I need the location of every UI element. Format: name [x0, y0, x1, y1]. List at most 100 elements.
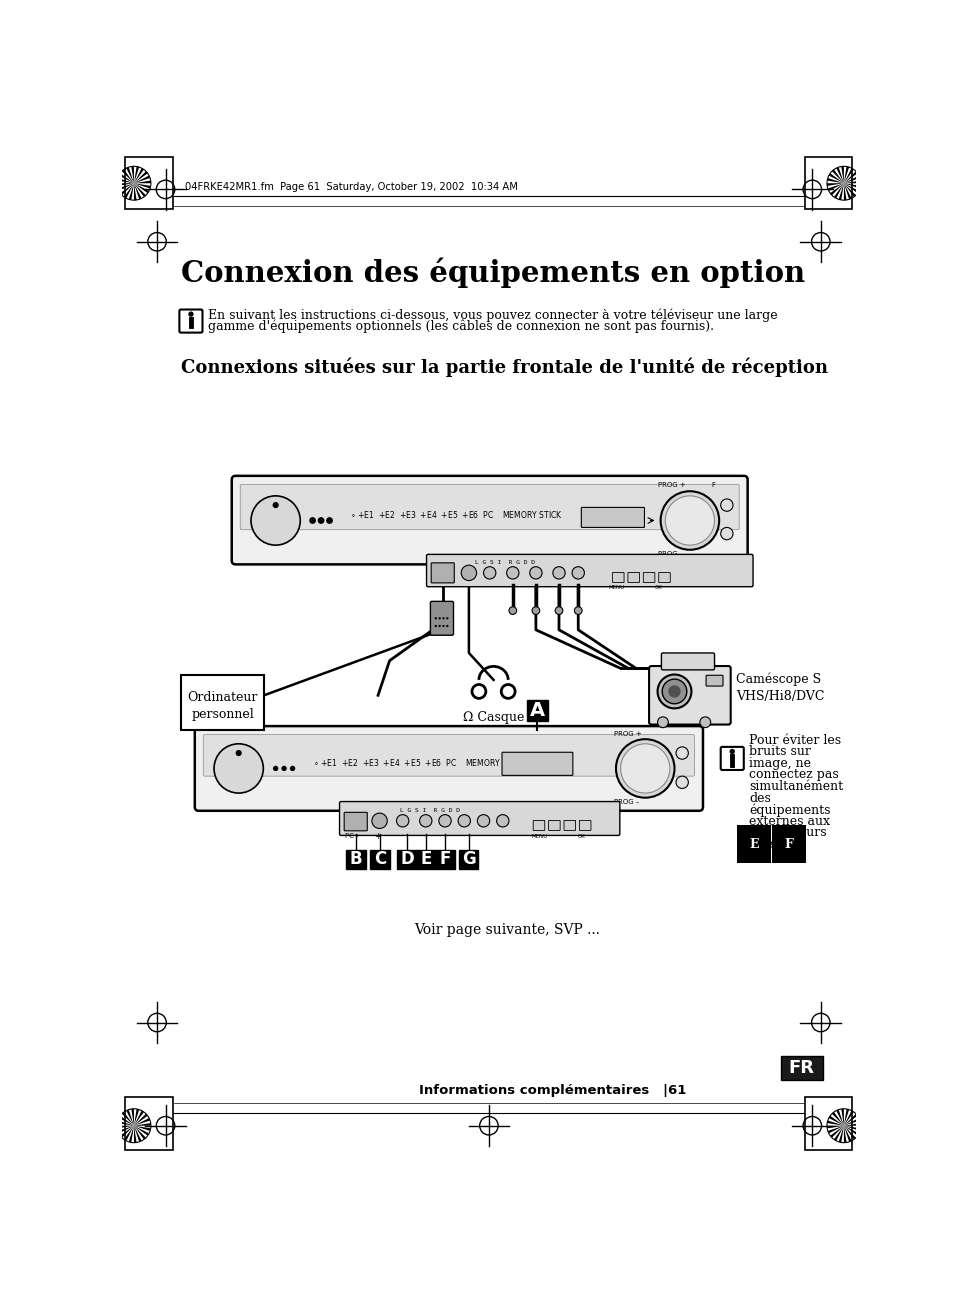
Circle shape: [620, 744, 669, 793]
Wedge shape: [843, 1126, 845, 1143]
Wedge shape: [133, 183, 151, 188]
FancyBboxPatch shape: [458, 850, 477, 870]
Wedge shape: [828, 1116, 843, 1126]
Wedge shape: [843, 180, 860, 183]
Text: Pour éviter les: Pour éviter les: [748, 734, 841, 746]
Circle shape: [273, 766, 278, 771]
Wedge shape: [133, 166, 139, 183]
Circle shape: [508, 607, 517, 614]
FancyBboxPatch shape: [612, 573, 623, 582]
Circle shape: [460, 565, 476, 581]
FancyBboxPatch shape: [563, 820, 575, 831]
Text: En suivant les instructions ci-dessous, vous pouvez connecter à votre téléviseur: En suivant les instructions ci-dessous, …: [208, 308, 777, 323]
Circle shape: [574, 607, 581, 614]
Wedge shape: [119, 174, 133, 183]
Circle shape: [273, 502, 278, 508]
Wedge shape: [133, 171, 148, 183]
Circle shape: [442, 617, 444, 619]
FancyBboxPatch shape: [431, 562, 454, 583]
Wedge shape: [117, 1121, 133, 1126]
Wedge shape: [843, 166, 848, 183]
Wedge shape: [133, 175, 150, 183]
Text: PC ←: PC ←: [345, 833, 361, 840]
FancyBboxPatch shape: [232, 476, 747, 564]
Circle shape: [438, 625, 440, 627]
Wedge shape: [827, 1126, 843, 1134]
Circle shape: [572, 566, 584, 579]
Wedge shape: [836, 167, 843, 183]
Wedge shape: [133, 168, 144, 183]
Text: connectez pas: connectez pas: [748, 769, 838, 781]
Text: image, ne: image, ne: [748, 757, 810, 770]
Text: MENU: MENU: [531, 833, 547, 839]
Circle shape: [419, 815, 432, 827]
Text: Informations complémentaires   |61: Informations complémentaires |61: [418, 1083, 686, 1096]
Text: Ordinateur
personnel: Ordinateur personnel: [187, 692, 257, 722]
Circle shape: [506, 566, 518, 579]
FancyBboxPatch shape: [501, 752, 572, 775]
Circle shape: [251, 496, 300, 546]
Wedge shape: [133, 1109, 139, 1126]
FancyBboxPatch shape: [181, 674, 264, 730]
Wedge shape: [843, 183, 860, 188]
Wedge shape: [133, 183, 149, 193]
FancyBboxPatch shape: [658, 573, 670, 582]
FancyBboxPatch shape: [780, 1056, 822, 1081]
FancyBboxPatch shape: [720, 746, 743, 770]
Circle shape: [661, 679, 686, 704]
Circle shape: [616, 739, 674, 798]
Text: 04FRKE42MR1.fm  Page 61  Saturday, October 19, 2002  10:34 AM: 04FRKE42MR1.fm Page 61 Saturday, October…: [185, 183, 517, 192]
Circle shape: [281, 766, 287, 771]
Wedge shape: [841, 1109, 843, 1126]
Text: simultanément: simultanément: [748, 780, 842, 793]
Wedge shape: [843, 1126, 855, 1139]
Wedge shape: [843, 1113, 857, 1126]
Text: B: B: [350, 850, 362, 868]
Text: PROG –: PROG –: [614, 798, 639, 805]
Text: Connexions situées sur la partie frontale de l'unité de réception: Connexions situées sur la partie frontal…: [181, 358, 827, 377]
Circle shape: [372, 813, 387, 828]
Text: MENU: MENU: [608, 584, 624, 590]
Text: F: F: [783, 837, 793, 850]
Wedge shape: [129, 1126, 133, 1143]
Circle shape: [720, 527, 732, 539]
Wedge shape: [843, 175, 859, 183]
Text: des: des: [748, 792, 770, 805]
Circle shape: [290, 766, 295, 771]
Text: Caméscope S
VHS/Hi8/DVC: Caméscope S VHS/Hi8/DVC: [736, 673, 823, 702]
Circle shape: [188, 311, 193, 316]
Wedge shape: [843, 1109, 848, 1126]
Wedge shape: [833, 1126, 843, 1140]
Text: L G S I  R G D D: L G S I R G D D: [399, 809, 459, 814]
Wedge shape: [843, 1124, 860, 1126]
Wedge shape: [133, 1126, 136, 1143]
Text: FR: FR: [788, 1059, 814, 1077]
Circle shape: [676, 776, 688, 788]
Circle shape: [552, 566, 564, 579]
FancyBboxPatch shape: [344, 813, 367, 831]
Text: Voir page suivante, SVP ...: Voir page suivante, SVP ...: [414, 923, 598, 937]
Wedge shape: [117, 1126, 133, 1129]
Wedge shape: [829, 1126, 843, 1138]
Circle shape: [720, 499, 732, 511]
Bar: [803, 157, 851, 210]
FancyBboxPatch shape: [194, 726, 702, 811]
Circle shape: [438, 815, 451, 827]
Text: PROG +: PROG +: [657, 482, 684, 489]
Wedge shape: [119, 1116, 133, 1126]
Wedge shape: [843, 1111, 853, 1126]
FancyBboxPatch shape: [580, 508, 644, 527]
Wedge shape: [126, 1109, 133, 1126]
Wedge shape: [828, 174, 843, 183]
FancyBboxPatch shape: [339, 801, 619, 836]
Circle shape: [532, 607, 539, 614]
Wedge shape: [836, 1109, 843, 1126]
Circle shape: [213, 744, 263, 793]
Wedge shape: [843, 168, 853, 183]
Circle shape: [442, 625, 444, 627]
Wedge shape: [843, 183, 855, 197]
Circle shape: [676, 746, 688, 759]
Wedge shape: [133, 183, 141, 200]
Circle shape: [310, 518, 314, 524]
Circle shape: [529, 566, 541, 579]
